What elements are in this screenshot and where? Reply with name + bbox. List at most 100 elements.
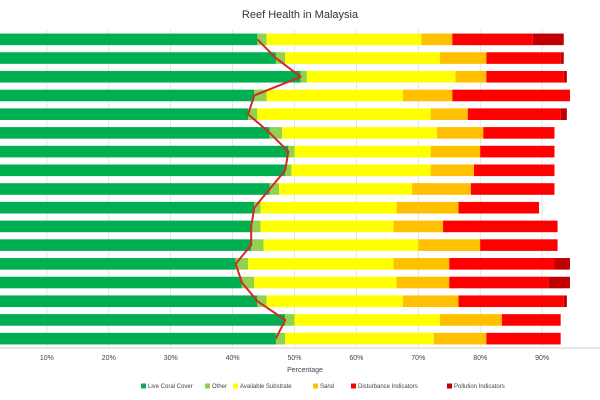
bar-row-12-disturbance-indicators — [480, 239, 558, 251]
live-coral-trend-line — [234, 38, 302, 340]
bar-row-4-sand — [402, 89, 453, 102]
bar-row-16-live-coral-cover — [0, 314, 286, 326]
bar-row-4-live-coral-cover — [0, 89, 255, 102]
bar-row-2-available-substrate — [285, 52, 440, 64]
bar-row-15-live-coral-cover — [0, 295, 258, 308]
bar-row-16-other — [285, 314, 295, 326]
bar-row-13-live-coral-cover — [0, 258, 236, 270]
bar-row-14-live-coral-cover — [0, 276, 242, 289]
bar-row-17-live-coral-cover — [0, 332, 276, 345]
bar-row-6-available-substrate — [282, 127, 437, 139]
bar-row-3-available-substrate — [306, 70, 456, 83]
bar-row-2-disturbance-indicators — [486, 52, 561, 64]
x-tick-label: 30% — [164, 355, 178, 362]
bar-row-10-disturbance-indicators — [458, 201, 540, 214]
bar-row-8-live-coral-cover — [0, 164, 286, 177]
legend-swatch-disturbance-indicators — [351, 383, 356, 389]
bar-row-3-pollution-indicators — [563, 70, 567, 83]
chart-title: Reef Health in Malaysia — [242, 9, 359, 21]
x-tick-label: 70% — [411, 355, 425, 362]
bar-row-13-pollution-indicators — [554, 258, 570, 270]
legend: Live Coral Cover Other Available Substrate… — [141, 383, 505, 390]
legend-label: Sand — [320, 384, 334, 390]
legend-swatch-available-substrate — [233, 383, 238, 389]
legend-label: Live Coral Cover — [148, 384, 193, 390]
bar-row-9-live-coral-cover — [0, 183, 270, 195]
bar-row-3-sand — [455, 70, 487, 83]
bar-row-11-other — [251, 220, 261, 233]
bar-row-9-other — [269, 183, 280, 195]
bars — [0, 33, 570, 345]
bar-row-1-other — [257, 33, 267, 46]
bar-row-7-other — [288, 145, 295, 158]
trend-line — [234, 38, 302, 340]
bar-row-3-other — [300, 70, 307, 83]
bar-row-5-pollution-indicators — [560, 108, 567, 120]
bar-row-2-live-coral-cover — [0, 52, 276, 64]
bar-row-13-other — [235, 258, 249, 270]
x-tick-label: 80% — [473, 355, 487, 362]
bar-row-15-sand — [402, 295, 459, 308]
legend-swatch-pollution-indicators — [447, 383, 452, 389]
bar-row-4-available-substrate — [266, 89, 403, 102]
bar-row-5-sand — [430, 108, 468, 120]
x-axis: 10% 20% 30% 40% 50% 60% 70% 80% 90% — [0, 347, 600, 362]
bar-row-15-disturbance-indicators — [458, 295, 564, 308]
bar-row-6-disturbance-indicators — [483, 127, 555, 139]
bar-row-10-other — [254, 201, 261, 214]
bar-row-7-disturbance-indicators — [480, 145, 555, 158]
x-axis-label: Percentage — [287, 367, 323, 374]
bar-row-2-pollution-indicators — [560, 52, 564, 64]
bar-row-13-disturbance-indicators — [449, 258, 555, 270]
bar-row-10-sand — [396, 201, 459, 214]
bar-row-8-other — [285, 164, 292, 177]
bar-row-1-pollution-indicators — [532, 33, 564, 46]
bar-row-7-sand — [430, 145, 481, 158]
bar-row-5-disturbance-indicators — [467, 108, 561, 120]
x-tick-label: 50% — [287, 355, 301, 362]
bar-row-9-sand — [412, 183, 471, 195]
bar-row-16-disturbance-indicators — [501, 314, 561, 326]
bar-row-11-sand — [393, 220, 444, 233]
legend-label: Available Substrate — [240, 384, 292, 390]
bar-row-15-other — [257, 295, 267, 308]
bar-row-8-disturbance-indicators — [474, 164, 555, 177]
bar-row-14-disturbance-indicators — [449, 276, 549, 289]
bar-row-6-live-coral-cover — [0, 127, 270, 139]
bar-row-6-sand — [436, 127, 484, 139]
bar-row-2-sand — [439, 52, 487, 64]
bar-row-1-live-coral-cover — [0, 33, 258, 46]
bar-row-9-available-substrate — [279, 183, 413, 195]
bar-row-2-other — [275, 52, 286, 64]
bar-row-11-disturbance-indicators — [443, 220, 558, 233]
legend-swatch-live-coral-cover — [141, 383, 146, 389]
bar-row-15-available-substrate — [266, 295, 403, 308]
bar-row-11-live-coral-cover — [0, 220, 252, 233]
bar-row-16-sand — [439, 314, 502, 326]
bar-row-7-available-substrate — [294, 145, 431, 158]
bar-row-1-sand — [421, 33, 453, 46]
bar-row-8-sand — [430, 164, 475, 177]
bar-row-17-sand — [433, 332, 487, 345]
x-tick-label: 40% — [226, 355, 240, 362]
bar-row-13-sand — [393, 258, 450, 270]
bar-row-14-available-substrate — [254, 276, 397, 289]
bar-row-10-available-substrate — [260, 201, 397, 214]
bar-row-3-live-coral-cover — [0, 70, 301, 83]
bar-row-10-live-coral-cover — [0, 201, 255, 214]
bar-row-1-available-substrate — [266, 33, 422, 46]
bar-row-17-available-substrate — [285, 332, 434, 345]
bar-row-4-other — [254, 89, 267, 102]
bar-row-17-disturbance-indicators — [486, 332, 561, 345]
bar-row-17-other — [275, 332, 286, 345]
bar-row-14-other — [241, 276, 255, 289]
bar-row-15-pollution-indicators — [563, 295, 567, 308]
legend-label: Disturbance Indicators — [358, 384, 418, 390]
bar-row-16-available-substrate — [294, 314, 440, 326]
bar-row-14-pollution-indicators — [548, 276, 570, 289]
legend-swatch-other — [205, 383, 210, 389]
legend-label: Pollution Indicators — [454, 384, 505, 390]
x-tick-label: 90% — [535, 355, 549, 362]
bar-row-5-live-coral-cover — [0, 108, 249, 120]
